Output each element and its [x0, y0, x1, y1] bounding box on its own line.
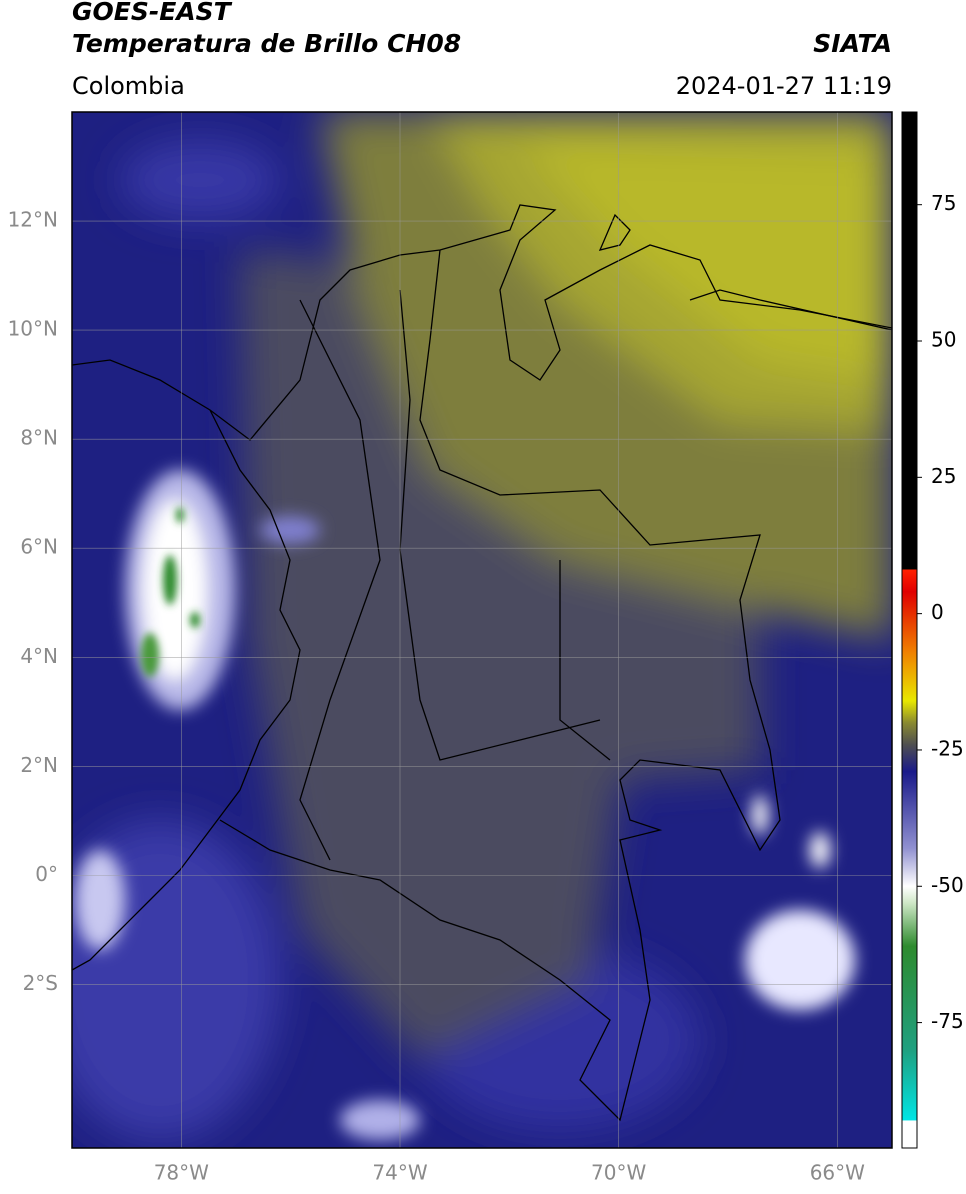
x-tick-label: 66°W: [810, 1161, 865, 1185]
colorbar-tick-label: 25: [931, 464, 956, 488]
title-line1: GOES-EAST: [72, 0, 233, 26]
colorbar-tick-label: -25: [931, 736, 964, 760]
x-tick-label: 78°W: [154, 1161, 209, 1185]
grid: [72, 112, 892, 1148]
region: Colombia: [72, 72, 185, 100]
colorbar: [901, 111, 918, 1149]
x-tick-label: 70°W: [591, 1161, 646, 1185]
colorbar-tick-label: -75: [931, 1009, 964, 1033]
colorbar-tick-label: 75: [931, 191, 956, 215]
source: SIATA: [813, 29, 892, 58]
colorbar-tick-label: -50: [931, 873, 964, 897]
satellite-image: [72, 112, 892, 1148]
y-tick-label: 0°: [35, 862, 58, 886]
y-tick-label: 6°N: [20, 535, 58, 559]
colorbar-tick-label: 0: [931, 600, 944, 624]
x-tick-label: 74°W: [372, 1161, 427, 1185]
colorbar-tick-label: 50: [931, 328, 956, 352]
y-tick-label: 8°N: [20, 426, 58, 450]
y-tick-label: 4°N: [20, 644, 58, 668]
borders: [72, 204, 892, 1122]
map-frame: [71, 111, 893, 1149]
datetime: 2024-01-27 11:19: [676, 72, 892, 100]
title-line2: Temperatura de Brillo CH08: [72, 29, 461, 58]
y-tick-label: 2°S: [23, 971, 58, 995]
y-tick-label: 12°N: [8, 208, 58, 232]
y-tick-label: 2°N: [20, 753, 58, 777]
y-tick-label: 10°N: [8, 317, 58, 341]
